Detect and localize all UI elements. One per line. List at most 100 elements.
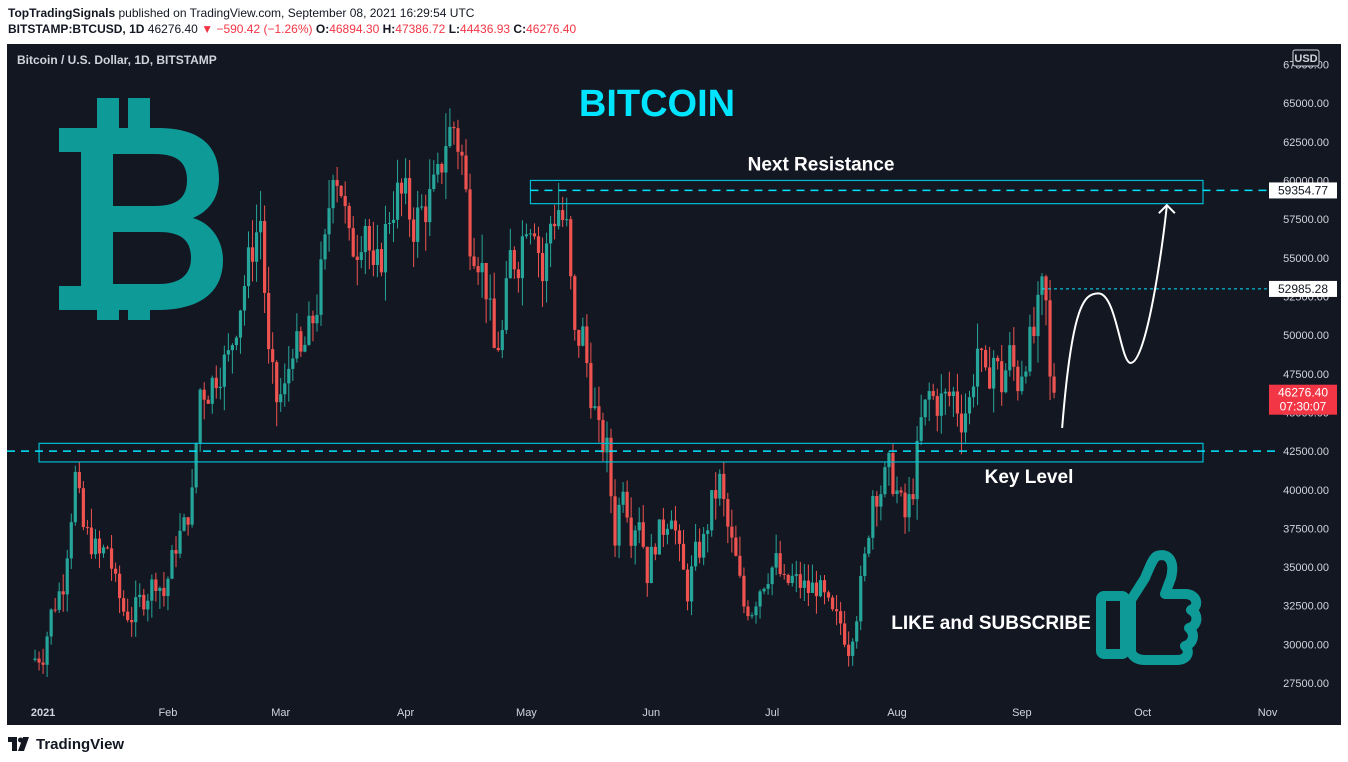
- candle-body: [943, 391, 947, 394]
- published-text: published on TradingView.com, September …: [118, 6, 475, 20]
- price-change: −590.42 (−1.26%): [216, 22, 313, 36]
- chart-panel[interactable]: Next Resistance Key Level BITCOIN Bitcoin…: [7, 44, 1341, 725]
- candle-body: [863, 553, 867, 576]
- candle-body: [93, 538, 98, 555]
- time-tick-label: Oct: [1134, 707, 1151, 719]
- high-value: 47386.72: [395, 22, 446, 36]
- candle-body: [621, 491, 625, 505]
- current-price-tag-label: 46276.40: [1278, 386, 1328, 400]
- time-tick-label: Jun: [642, 707, 660, 719]
- candle-body: [408, 178, 412, 220]
- candle-body: [871, 495, 875, 538]
- candle-body: [979, 348, 984, 351]
- candle-body: [77, 471, 81, 489]
- price-tick-label: 62500.00: [1283, 137, 1329, 149]
- candle-body: [693, 541, 698, 567]
- publisher-name[interactable]: TopTradingSignals: [8, 6, 116, 20]
- candle-body: [118, 573, 122, 599]
- candle-body: [138, 594, 142, 598]
- candle-body: [456, 128, 460, 152]
- price-tick-label: 55000.00: [1283, 253, 1329, 265]
- candle-body: [230, 345, 234, 351]
- candle-body: [81, 488, 85, 528]
- candle-body: [875, 495, 879, 507]
- candle-body: [597, 406, 601, 420]
- candle-body: [202, 389, 206, 400]
- candle-body: [73, 471, 77, 523]
- price-tick-label: 57500.00: [1283, 214, 1329, 226]
- candle-body: [331, 180, 335, 209]
- candle-body: [859, 575, 863, 622]
- candle-body: [444, 146, 448, 173]
- candle-body: [263, 220, 267, 293]
- down-arrow-icon: ▼: [201, 22, 214, 36]
- next_resistance-zone[interactable]: [529, 179, 1204, 205]
- dotted-level-price-tag[interactable]: [1269, 280, 1337, 297]
- candle-body: [879, 494, 883, 507]
- candle-body: [959, 413, 964, 433]
- candle-body: [992, 357, 996, 389]
- resistance-price-tag-label: 59354.77: [1278, 183, 1328, 197]
- candle-body: [802, 580, 806, 588]
- candle-body: [41, 662, 45, 665]
- candle-body: [61, 591, 65, 595]
- key_level-zone[interactable]: [38, 442, 1204, 463]
- candle-body: [907, 494, 911, 518]
- candle-body: [150, 579, 154, 601]
- candle-body: [967, 397, 972, 414]
- zones-layer: Next Resistance Key Level: [7, 154, 1277, 488]
- candle-body: [851, 641, 855, 656]
- next_resistance-text: Next Resistance: [748, 154, 895, 175]
- candle-body: [97, 538, 102, 554]
- candle-body: [101, 547, 106, 554]
- candle-body: [178, 530, 182, 554]
- price-tick-label: 30000.00: [1283, 639, 1329, 651]
- like-subscribe-text: LIKE and SUBSCRIBE: [891, 613, 1091, 634]
- currency-label[interactable]: USD: [1294, 53, 1317, 65]
- candle-body: [770, 567, 774, 585]
- candle-body: [625, 491, 629, 518]
- candle-body: [810, 582, 815, 593]
- candle-body: [214, 377, 218, 389]
- price-chart[interactable]: Next Resistance Key Level BITCOIN Bitcoin…: [7, 44, 1341, 725]
- candle-body: [1016, 366, 1020, 392]
- candle-body: [867, 537, 871, 554]
- candle-body: [198, 389, 202, 444]
- projection-arrowhead: [1158, 203, 1176, 214]
- current-price-tag[interactable]: [1269, 384, 1337, 415]
- candle-body: [742, 575, 746, 607]
- candle-body: [359, 252, 363, 260]
- candle-body: [65, 558, 69, 595]
- tradingview-footer[interactable]: TradingView: [8, 734, 124, 754]
- candle-body: [154, 579, 158, 591]
- candle-body: [1048, 300, 1052, 377]
- candle-body: [246, 247, 251, 287]
- candle-body: [206, 399, 210, 404]
- candle-body: [234, 337, 239, 346]
- candle-body: [508, 250, 512, 279]
- candle-body: [166, 578, 170, 597]
- candle-body: [665, 528, 670, 535]
- candle-body: [847, 644, 851, 656]
- resistance-price-tag[interactable]: [1269, 182, 1337, 199]
- candle-body: [440, 164, 444, 173]
- candle-body: [750, 615, 754, 617]
- candle-body: [428, 189, 432, 223]
- candle-body: [931, 391, 935, 397]
- candle-body: [903, 492, 907, 518]
- key_level-text: Key Level: [985, 467, 1074, 488]
- candle-body: [45, 636, 49, 665]
- candle-body: [669, 520, 674, 529]
- candle-body: [480, 263, 484, 273]
- candle-body: [589, 363, 593, 409]
- candle-body: [315, 314, 319, 324]
- candle-body: [565, 219, 569, 221]
- candle-body: [375, 249, 379, 265]
- candle-body: [1036, 294, 1040, 337]
- candle-body: [85, 527, 89, 529]
- candle-body: [1012, 345, 1016, 367]
- candle-body: [786, 574, 790, 583]
- candle-body: [355, 256, 359, 260]
- candle-body: [532, 233, 537, 237]
- candle-body: [412, 219, 416, 242]
